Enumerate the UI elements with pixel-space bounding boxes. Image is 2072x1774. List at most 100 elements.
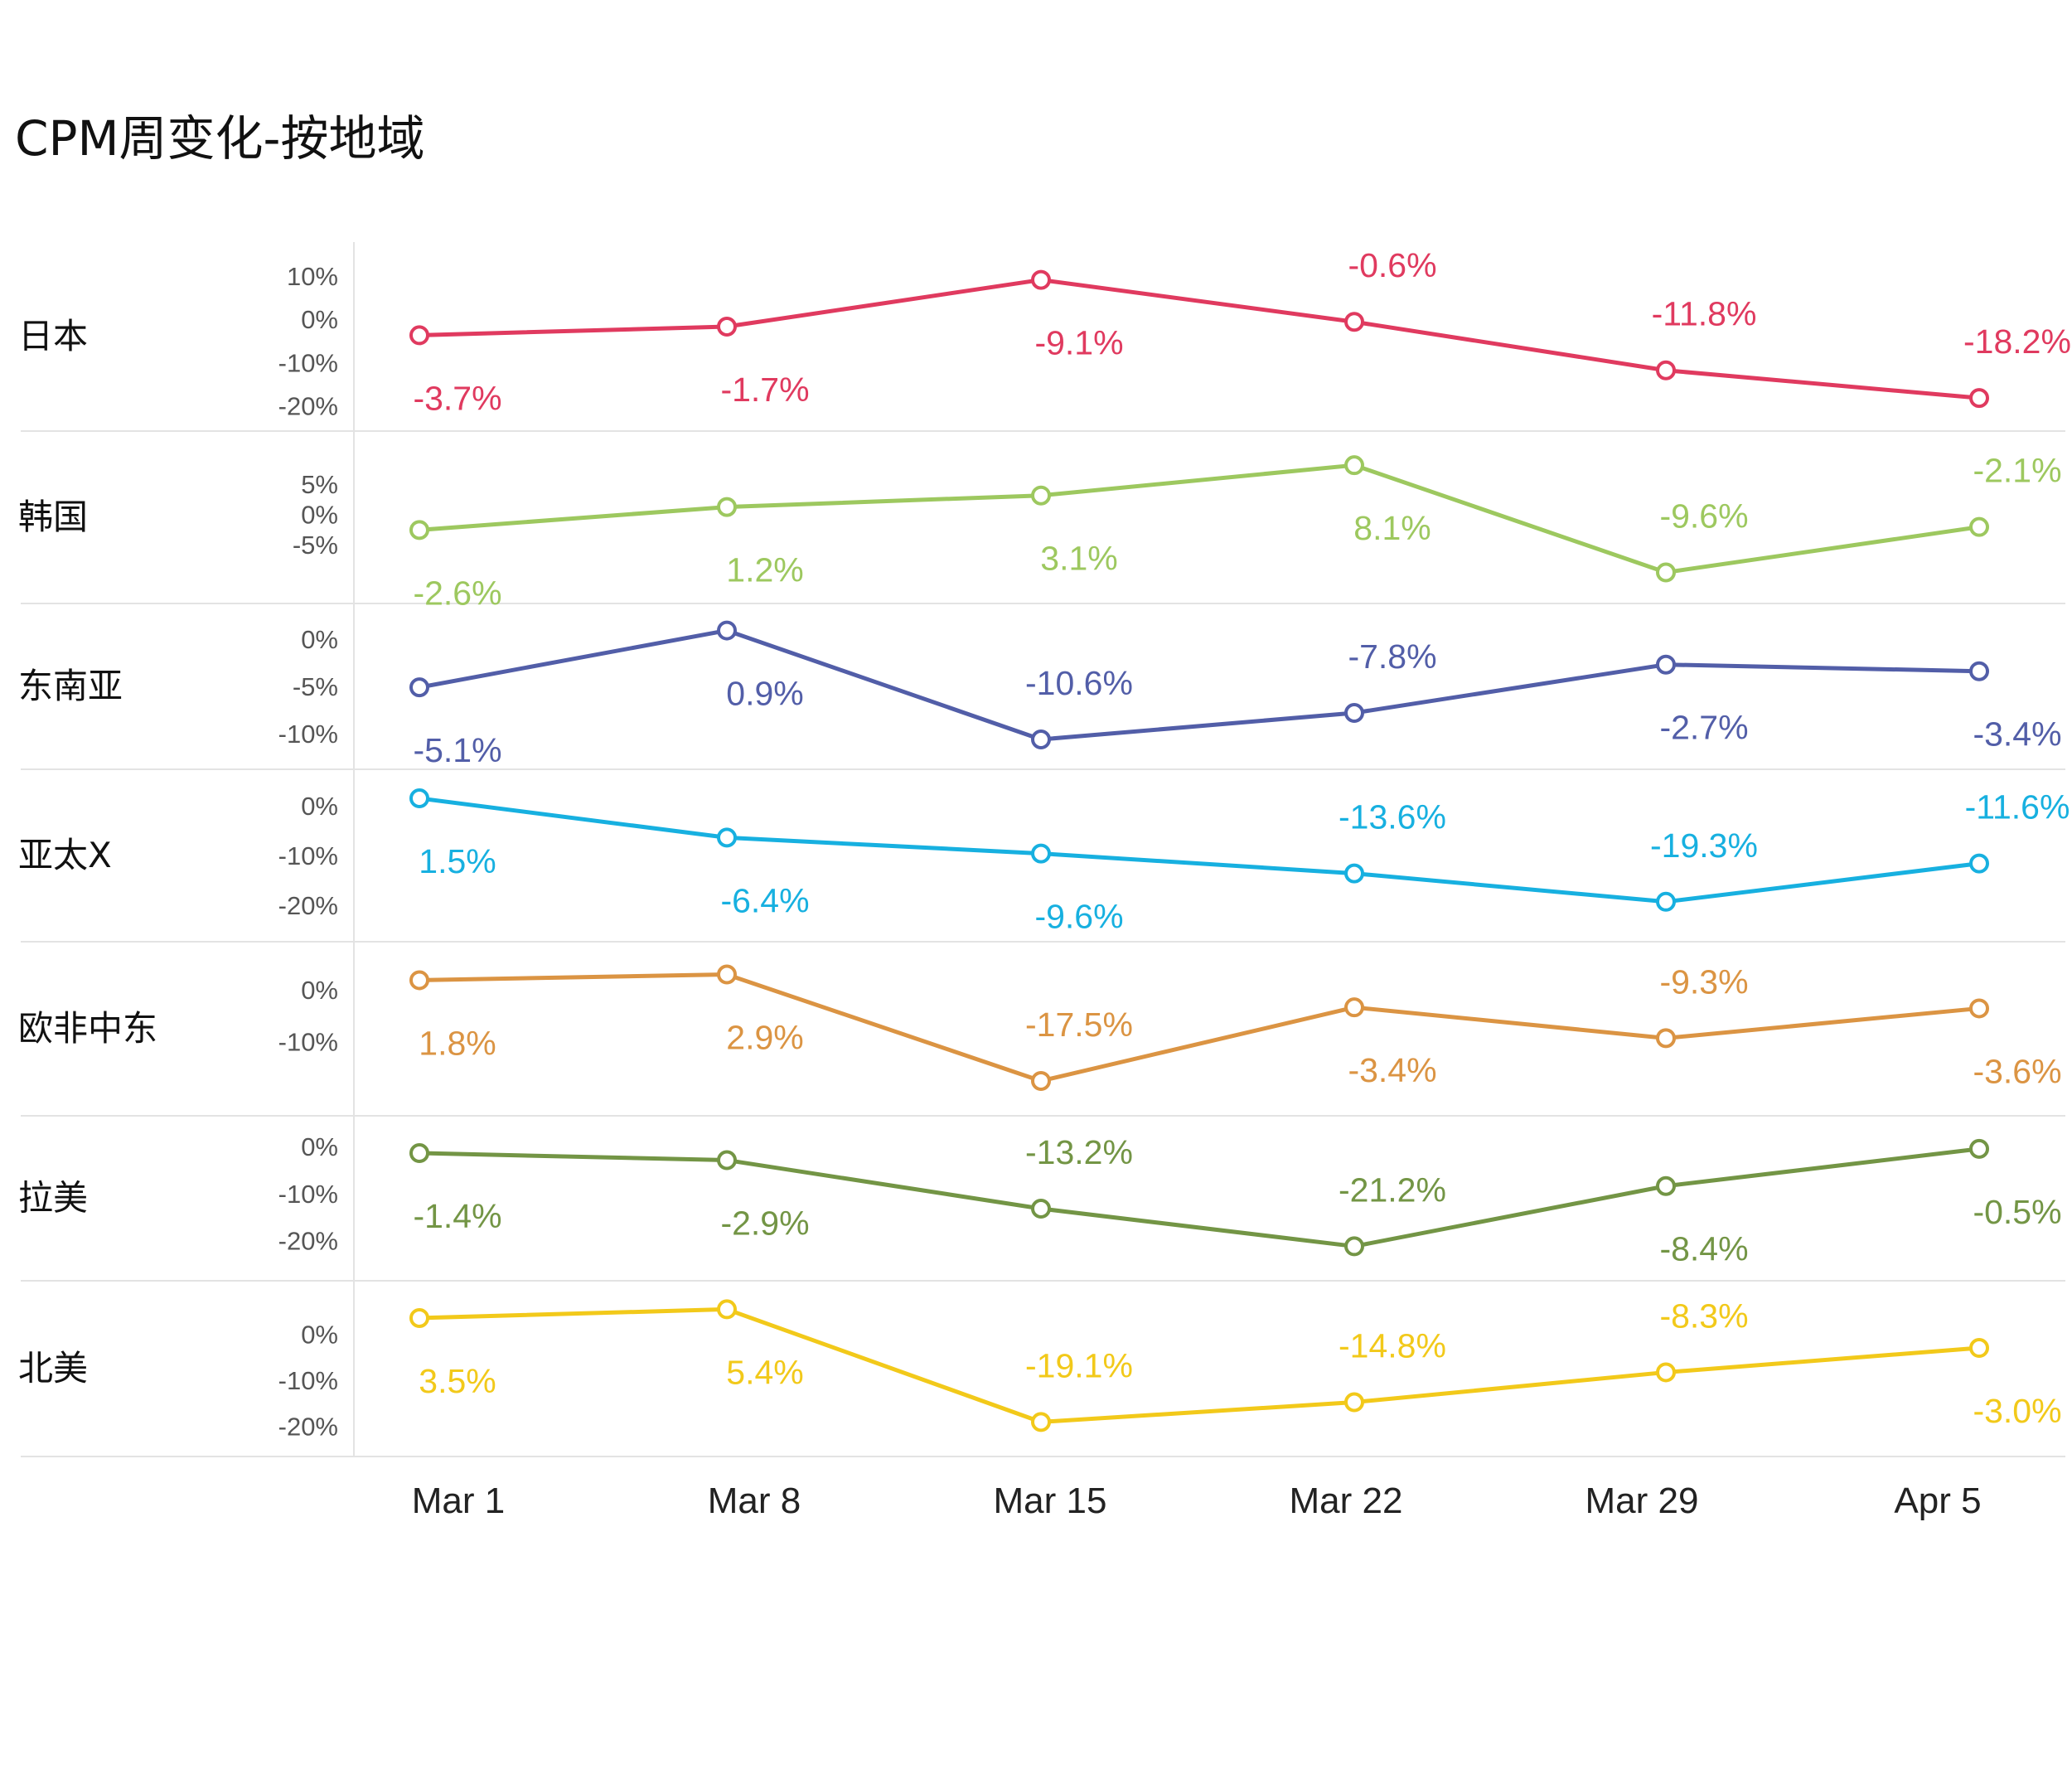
y-tick-label: 0%	[301, 500, 338, 529]
data-label: 0.9%	[726, 675, 803, 713]
x-tick-label: Mar 29	[1585, 1481, 1699, 1521]
data-label: -2.1%	[1973, 452, 2061, 490]
data-label: 1.5%	[419, 842, 496, 880]
y-tick-label: 10%	[287, 262, 338, 291]
data-point	[409, 1142, 429, 1163]
y-tick-label: -20%	[278, 1227, 338, 1256]
data-label: -13.6%	[1339, 798, 1446, 836]
data-point	[409, 788, 429, 808]
data-label: -2.6%	[413, 574, 501, 612]
data-point	[1969, 1338, 1989, 1359]
y-tick-label: 0%	[301, 1320, 338, 1349]
series-line	[419, 972, 1980, 1083]
data-label: -3.7%	[413, 379, 501, 417]
data-point	[1656, 562, 1676, 583]
y-tick-label: -20%	[278, 1412, 338, 1441]
data-label: -19.3%	[1650, 826, 1758, 865]
y-tick-label: -10%	[278, 1366, 338, 1395]
data-label: -5.1%	[413, 731, 501, 769]
data-point	[1344, 703, 1364, 723]
data-label: -21.2%	[1339, 1171, 1446, 1209]
y-tick-label: -20%	[278, 891, 338, 920]
data-point	[1656, 1028, 1676, 1049]
data-label: -17.5%	[1025, 1006, 1133, 1044]
x-tick-label: Mar 15	[994, 1481, 1107, 1521]
data-point	[1344, 1236, 1364, 1257]
y-tick-label: -10%	[278, 841, 338, 870]
data-point	[717, 827, 737, 848]
data-point	[1656, 1175, 1676, 1196]
data-label: -9.6%	[1034, 898, 1123, 936]
data-label: 8.1%	[1353, 509, 1431, 547]
data-label: -11.8%	[1652, 295, 1757, 333]
data-label: 1.8%	[419, 1024, 496, 1062]
data-point	[1969, 853, 1989, 874]
data-label: -3.4%	[1348, 1051, 1436, 1089]
series-line	[419, 628, 1980, 742]
data-point	[1344, 863, 1364, 884]
data-label: -3.6%	[1973, 1052, 2061, 1090]
data-label: 3.1%	[1040, 540, 1117, 578]
data-point	[1656, 891, 1676, 912]
y-tick-label: -10%	[278, 348, 338, 377]
data-label: -2.7%	[1659, 709, 1748, 747]
data-point	[717, 1299, 737, 1320]
y-tick-label: 0%	[301, 1132, 338, 1161]
data-point	[409, 677, 429, 698]
data-label: -13.2%	[1025, 1133, 1133, 1171]
y-tick-label: 5%	[301, 470, 338, 499]
data-label: -2.9%	[720, 1204, 809, 1243]
data-label: -10.6%	[1025, 664, 1133, 702]
data-point	[717, 964, 737, 985]
data-point	[1031, 843, 1051, 864]
data-point	[1344, 455, 1364, 476]
data-point	[409, 970, 429, 991]
data-label: -0.5%	[1973, 1193, 2061, 1231]
data-point	[1031, 485, 1051, 506]
y-tick-label: 0%	[301, 625, 338, 654]
data-point	[717, 1150, 737, 1171]
data-point	[717, 316, 737, 337]
data-point	[1031, 269, 1051, 290]
y-tick-label: 0%	[301, 792, 338, 821]
row-label: 北美	[18, 1348, 88, 1389]
row-label: 日本	[18, 316, 88, 356]
x-tick-label: Mar 8	[708, 1481, 801, 1521]
data-point	[1969, 388, 1989, 409]
data-label: -3.0%	[1973, 1392, 2061, 1430]
y-tick-label: 0%	[301, 976, 338, 1005]
data-point	[1656, 654, 1676, 675]
data-point	[1656, 360, 1676, 380]
data-point	[1031, 1412, 1051, 1432]
row-label: 东南亚	[18, 666, 123, 706]
row-label: 亚太X	[18, 835, 112, 875]
data-point	[1031, 1198, 1051, 1219]
data-label: -19.1%	[1025, 1346, 1133, 1384]
data-label: 3.5%	[419, 1362, 496, 1400]
data-label: 2.9%	[726, 1019, 803, 1057]
data-point	[1969, 998, 1989, 1019]
data-label: -8.4%	[1659, 1230, 1748, 1268]
x-tick-label: Apr 5	[1894, 1481, 1981, 1521]
y-tick-label: -5%	[293, 531, 338, 560]
chart-title: CPM周变化-按地域	[15, 110, 425, 167]
data-label: -7.8%	[1348, 637, 1436, 676]
y-tick-label: -10%	[278, 1180, 338, 1209]
data-label: -6.4%	[720, 881, 809, 919]
row-label: 拉美	[18, 1178, 88, 1219]
x-tick-label: Mar 1	[412, 1481, 505, 1521]
series-line	[419, 1306, 1980, 1424]
data-label: -18.2%	[1963, 322, 2071, 361]
data-label: -14.8%	[1339, 1327, 1446, 1365]
data-point	[1344, 1392, 1364, 1413]
series-line	[419, 463, 1980, 574]
data-label: -11.6%	[1965, 788, 2070, 826]
data-label: -3.4%	[1973, 715, 2061, 754]
data-point	[409, 325, 429, 346]
data-label: 5.4%	[726, 1353, 803, 1391]
x-tick-label: Mar 22	[1290, 1481, 1403, 1521]
data-point	[1969, 1138, 1989, 1159]
data-point	[1969, 516, 1989, 537]
data-label: -8.3%	[1659, 1297, 1748, 1335]
y-tick-label: -10%	[278, 1028, 338, 1057]
